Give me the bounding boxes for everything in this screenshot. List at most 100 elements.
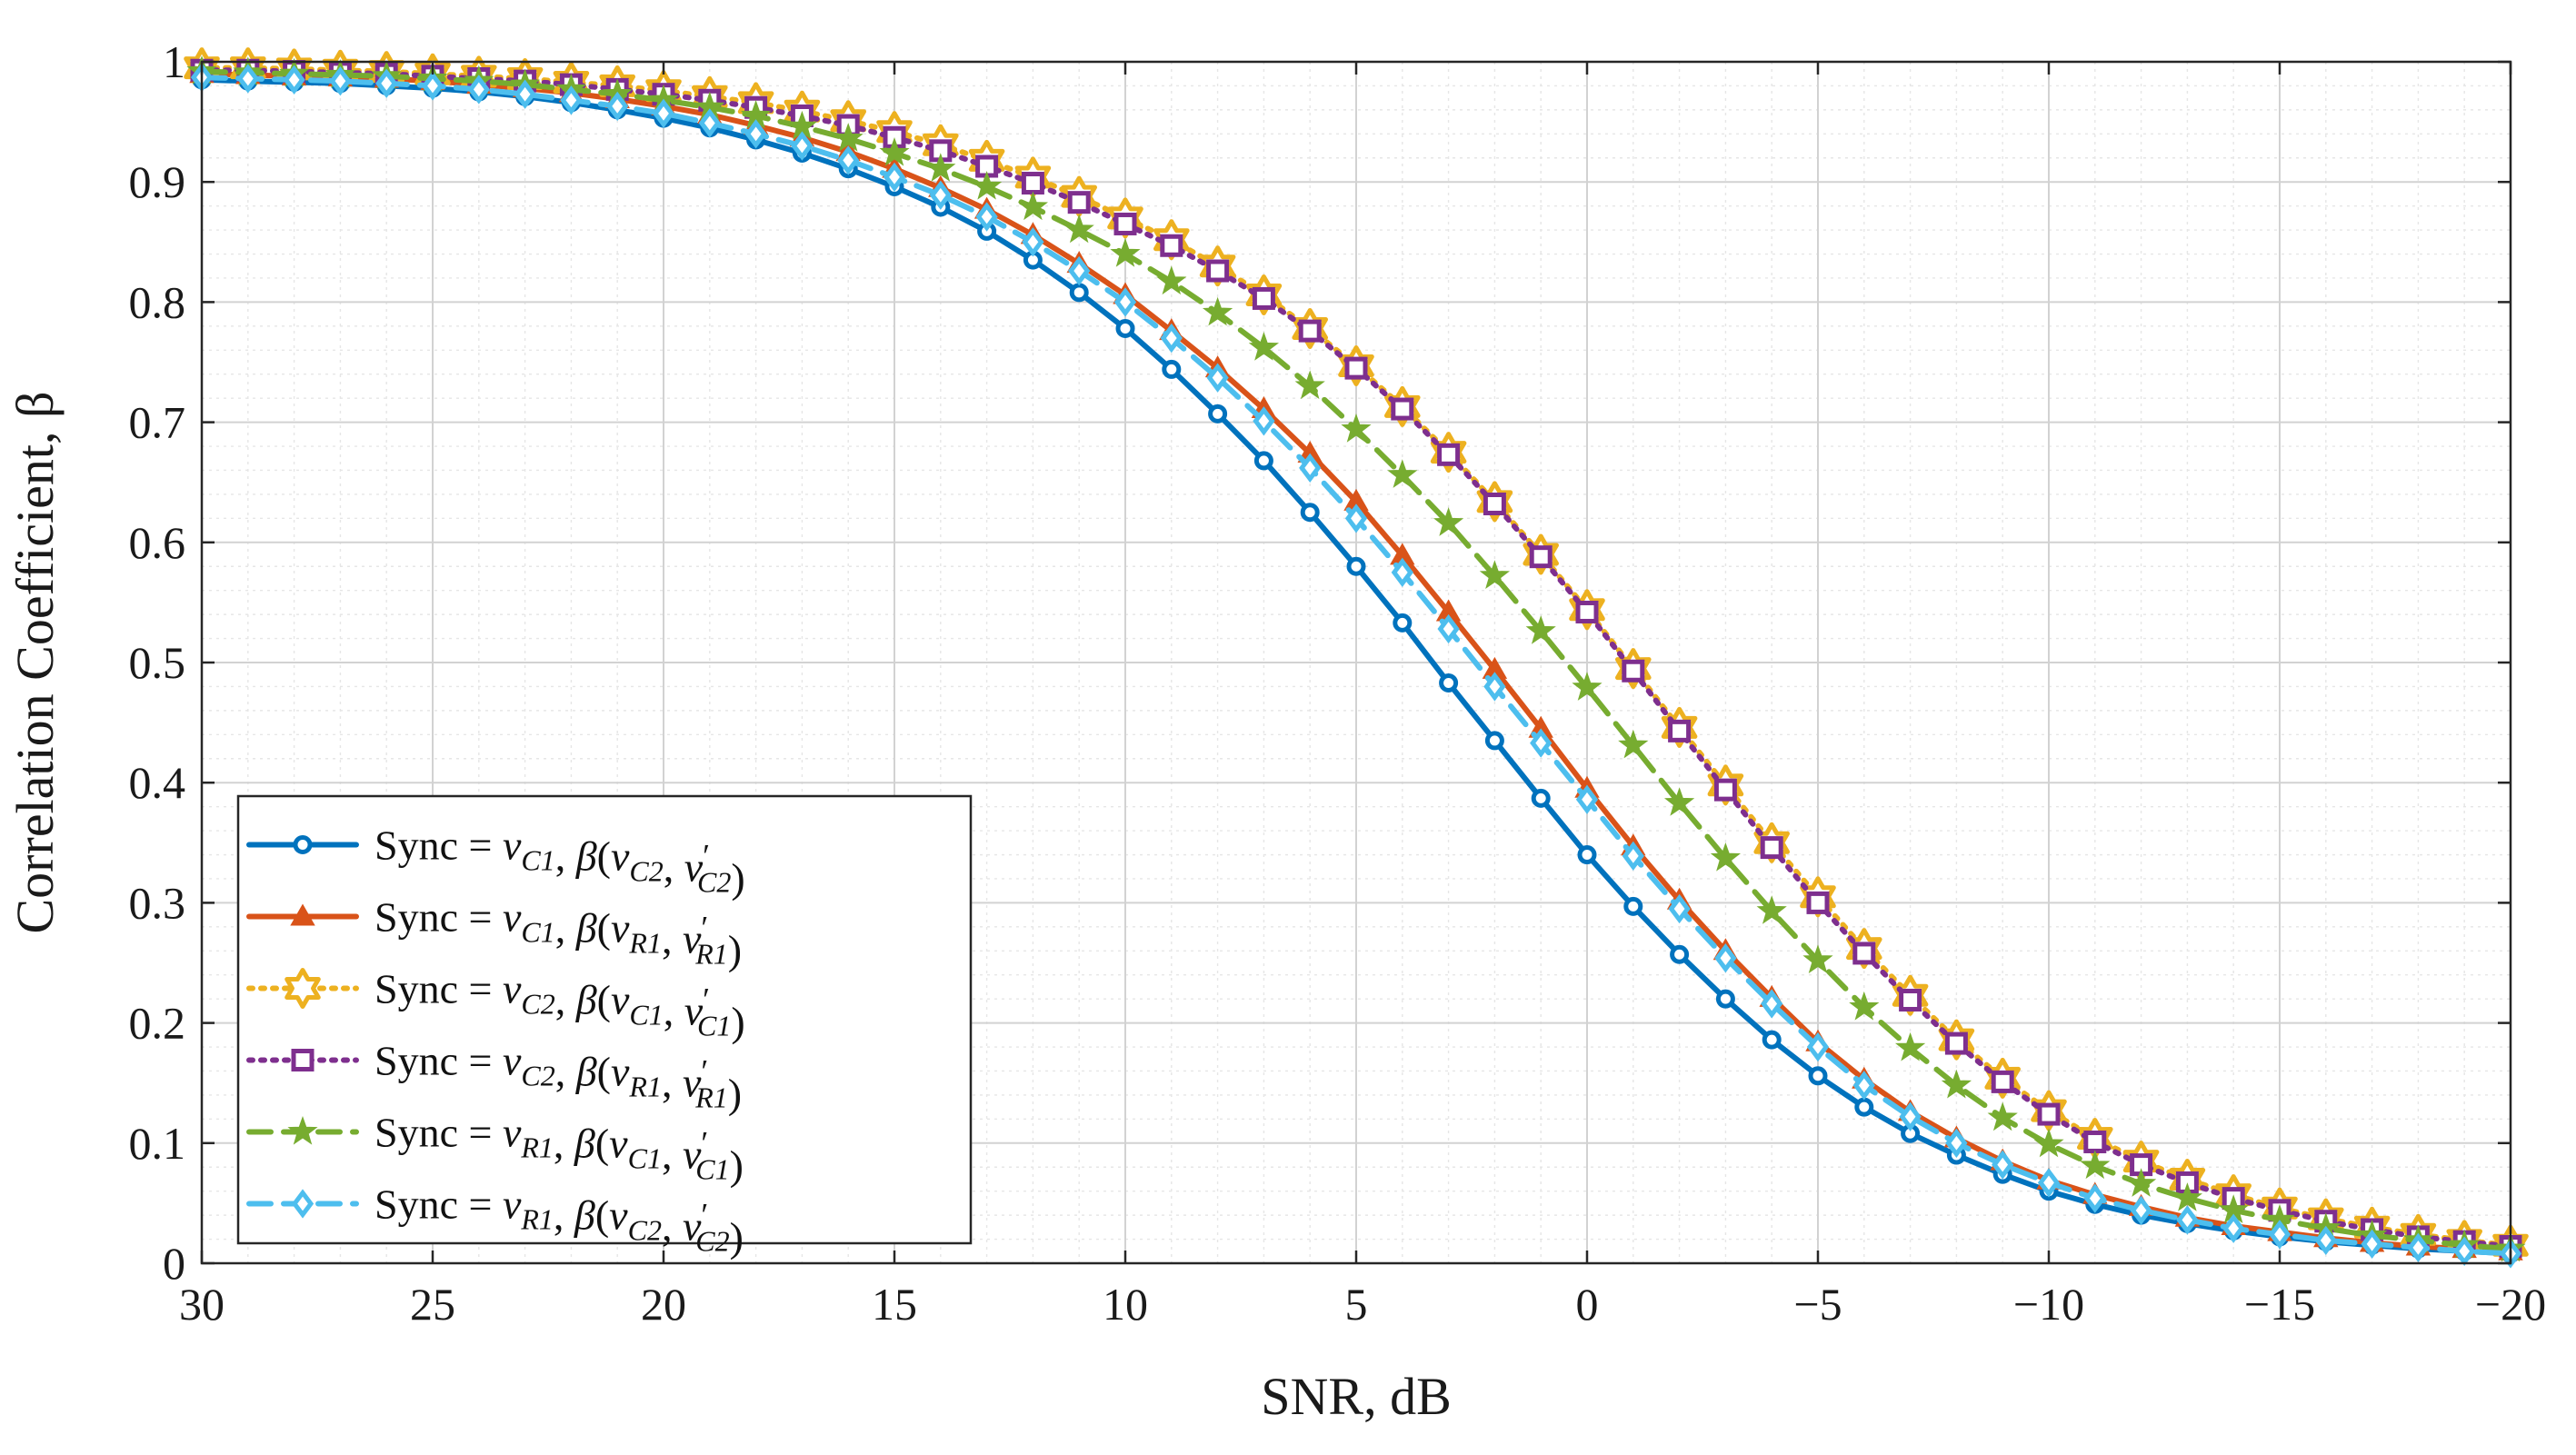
series-5-point [2033,1128,2064,1158]
series-5-point [2080,1150,2111,1180]
series-1-point [1069,283,1089,303]
x-tick-label: 0 [1576,1279,1599,1330]
series-6-point [698,108,721,138]
series-5-point [1248,332,1280,361]
x-tick-label: −10 [2013,1279,2084,1330]
y-tick-label: 0.9 [129,156,186,207]
series-1-point [1531,788,1551,808]
series-6-point [1899,1101,1922,1131]
legend: Sync = vC1, β(vC2, v′ C2)Sync = vC1, β(vR… [236,794,973,1261]
series-6-point [606,91,629,122]
x-axis-title: SNR, dB [1261,1367,1452,1426]
series-4-point [1806,891,1830,914]
series-6-point [975,202,998,232]
x-tick-label: 30 [179,1279,225,1330]
series-1-point [1300,503,1320,523]
series-6-point [2268,1220,2291,1250]
series-6-point [2361,1229,2383,1260]
series-1-point [1762,1030,1782,1050]
series-6-point [1761,989,1783,1019]
series-6-point [1344,503,1368,533]
series-1-point [1346,556,1366,576]
legend-marker-6 [291,1189,315,1219]
series-4-point [1391,397,1414,421]
series-6-point [652,98,675,129]
x-tick-label: −5 [1793,1279,1842,1330]
series-4-point [1067,191,1091,214]
series-6-point [467,75,490,105]
series-6-point [514,79,536,109]
legend-box [236,794,973,1245]
x-tick-label: 15 [872,1279,917,1330]
series-4-point [1899,988,1922,1012]
legend-marker-2 [290,903,315,926]
series-6-point [1530,728,1553,758]
series-6-point [1945,1128,1968,1158]
y-tick-label: 0.5 [129,637,186,688]
series-5-point [1341,413,1372,443]
series-6-point [929,180,952,210]
series-6-point [1483,672,1506,702]
series-4-point [1483,492,1506,515]
series-6-point [837,145,860,175]
series-5-point [1756,895,1787,924]
axes-frame [200,60,2512,1265]
series-5-point [1710,842,1742,872]
series-4-point [1437,443,1461,466]
y-tick-label: 0.4 [129,757,186,808]
series-6-point [1668,893,1691,924]
series-5-point [1294,370,1325,400]
series-1-point [1439,673,1459,693]
series-6-point [1437,613,1460,644]
y-axis-title: Correlation Coefficient, β [5,392,65,934]
series-5-point [1849,991,1880,1021]
series-4-point [1529,545,1553,569]
series-5-point [1618,729,1649,759]
x-tick-label: 25 [410,1279,455,1330]
series-4-point [2037,1102,2061,1126]
series-5-point [1202,296,1233,326]
series-5-point [971,171,1003,200]
series-6-point [1022,227,1044,257]
series-5-point [1433,507,1464,536]
series-6-point [1575,784,1599,814]
x-tick-label: −20 [2475,1279,2546,1330]
legend-label-3: Sync = vC2, β(vC1, v′ C1) [374,966,745,1045]
series-6-point [1622,841,1644,872]
series-6-point [560,85,583,115]
legend-label-2: Sync = vC1, β(vR1, v′ R1) [374,894,742,973]
series-4-point [1206,259,1230,283]
series-6-point [1299,453,1322,483]
series-4-point [1160,234,1183,257]
series-6-point [1206,363,1229,393]
legend-marker-3 [285,968,321,1009]
series-6-point [2130,1195,2152,1225]
series-4-point [1713,778,1737,802]
series-4-point [1575,600,1599,623]
y-tick-label: 0.8 [129,276,186,327]
series-1-point [1715,989,1735,1009]
series-5-point [925,153,956,182]
series-6-point [1391,557,1413,588]
x-tick-labels: 30 25 20 15 10 5 0 −5 −10 −15 −20 [179,1279,2546,1330]
series-6-point [883,162,906,193]
series-5-point [1479,560,1511,590]
series-6-point [2407,1232,2430,1262]
series-5-point [1387,459,1418,488]
series-1-point [1854,1097,1874,1117]
legend-marker-5 [287,1116,318,1145]
series-5-point [1802,944,1833,973]
legend-label-5: Sync = vR1, β(vC1, v′ C1) [374,1110,744,1189]
legend-marker-1 [293,835,313,854]
series-1-point [1208,404,1228,424]
y-tick-label: 0.3 [129,877,186,928]
series-6-point [1253,406,1275,436]
series-6-point [329,65,352,96]
series-6-point [791,131,814,161]
series-6-point [2083,1183,2106,1213]
series-6-point [1113,287,1137,317]
series-1-point [1393,613,1413,633]
series-4-point [1622,659,1645,683]
legend-label-4: Sync = vC2, β(vR1, v′ R1) [374,1038,742,1117]
